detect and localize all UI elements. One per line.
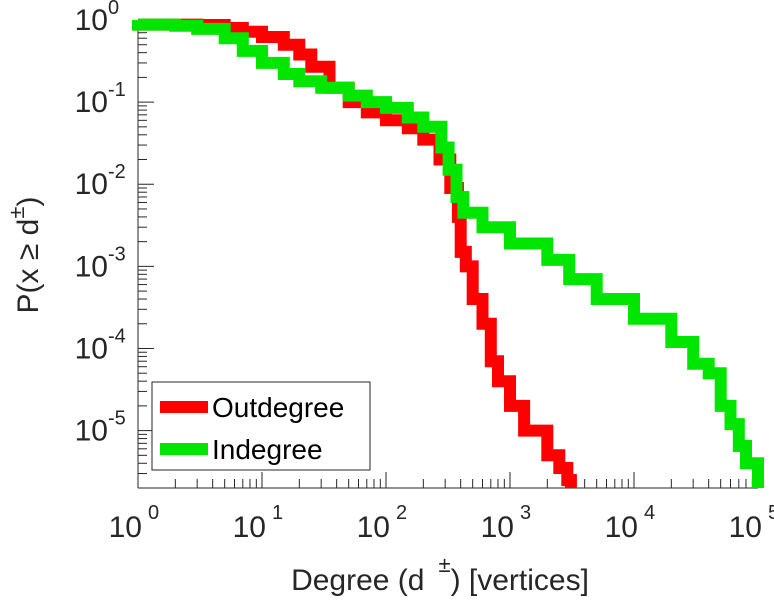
tick-labels: 10 010 -110 -210 -310 -410 -510 0 10 1 10 2 10 3 10 4 10… (75, 0, 774, 544)
x-axis-label: Degree (d ±) [vertices] (291, 552, 589, 597)
series-lines (132, 18, 764, 488)
y-tick-exponent: 0 (108, 0, 119, 19)
x-tick-exponent: 3 (520, 502, 531, 524)
y-tick-label: 10 (75, 250, 108, 283)
y-tick-label: 10 (75, 332, 108, 365)
y-tick-exponent: -1 (108, 79, 126, 101)
x-tick-label: 10 (605, 511, 638, 544)
legend: Outdegree Indegree (151, 381, 371, 471)
y-axis-label: P(x ≥ d±) (4, 197, 45, 314)
y-tick-label: 10 (75, 4, 108, 37)
x-tick-exponent: 2 (396, 502, 407, 524)
legend-box (151, 381, 371, 471)
series-line-indegree (132, 18, 764, 488)
y-tick-exponent: -3 (108, 243, 126, 265)
x-tick-exponent: 4 (644, 502, 655, 524)
axis-labels: Degree (d ±) [vertices] P(x ≥ d±) (4, 197, 589, 597)
x-tick-label: 10 (481, 511, 514, 544)
x-tick-exponent: 0 (148, 502, 159, 524)
y-tick-exponent: -2 (108, 161, 126, 183)
x-tick-label: 10 (233, 511, 266, 544)
x-tick-label: 10 (729, 511, 762, 544)
legend-label-outdegree: Outdegree (212, 392, 344, 423)
y-tick-exponent: -4 (108, 325, 126, 347)
x-tick-exponent: 1 (272, 502, 283, 524)
y-tick-label: 10 (75, 415, 108, 448)
legend-label-indegree: Indegree (212, 434, 323, 465)
y-tick-exponent: -5 (108, 408, 126, 430)
y-tick-label: 10 (75, 86, 108, 119)
x-tick-exponent: 5 (768, 502, 774, 524)
x-tick-label: 10 (109, 511, 142, 544)
x-tick-label: 10 (357, 511, 390, 544)
y-tick-label: 10 (75, 168, 108, 201)
